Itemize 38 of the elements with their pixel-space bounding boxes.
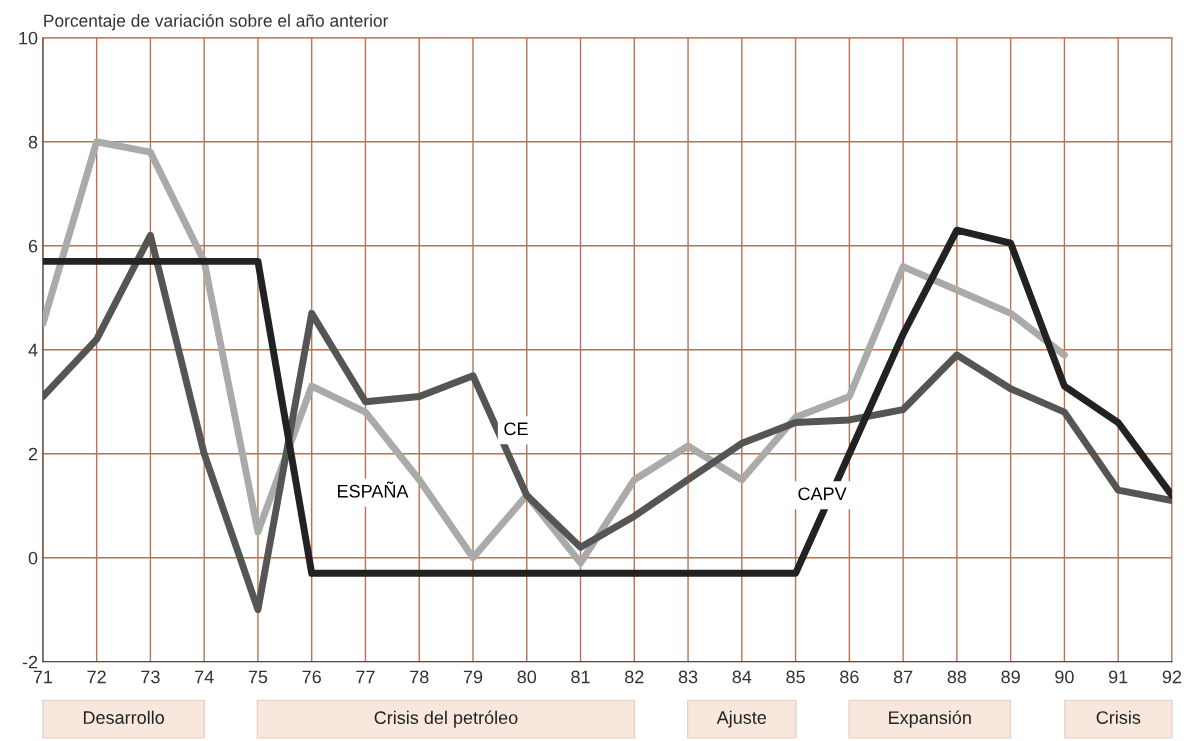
- x-tick-label: 73: [141, 670, 160, 684]
- x-tick-label: 86: [840, 670, 859, 684]
- y-tick-label: 8: [28, 135, 38, 149]
- x-tick-label: 72: [87, 670, 106, 684]
- series-label: CAPV: [798, 487, 847, 501]
- x-tick-label: 85: [786, 670, 805, 684]
- text: Crisis del petróleo: [374, 710, 518, 728]
- series-label: CE: [504, 422, 528, 436]
- x-tick-label: 92: [1162, 670, 1182, 684]
- x-tick-label: 91: [1108, 670, 1128, 684]
- x-tick-label: 78: [410, 670, 429, 684]
- x-tick-label: 81: [571, 670, 590, 684]
- x-tick-label: 90: [1055, 670, 1074, 684]
- y-tick-label: -2: [22, 655, 38, 669]
- y-axis-title: Porcentaje de variación sobre el año anterior: [44, 13, 389, 31]
- text: Ajuste: [716, 710, 767, 728]
- x-tick-label: 74: [195, 670, 214, 684]
- x-tick-label: 71: [33, 670, 53, 684]
- y-tick-label: 0: [28, 551, 38, 565]
- y-tick-label: 2: [28, 447, 38, 461]
- text: Expansión: [889, 710, 971, 728]
- x-tick-label: 88: [947, 670, 967, 684]
- series-label: ESPAÑA: [338, 481, 409, 498]
- x-tick-label: 82: [625, 670, 644, 684]
- x-tick-label: 79: [463, 670, 483, 684]
- x-tick-label: 80: [517, 670, 537, 684]
- text: Desarrollo: [83, 710, 164, 724]
- x-tick-label: 84: [732, 670, 752, 684]
- text: Crisis: [1096, 710, 1141, 724]
- x-tick-label: 83: [678, 670, 698, 684]
- y-tick-label: 10: [19, 31, 38, 45]
- y-tick-label: 4: [28, 343, 38, 357]
- x-tick-label: 75: [248, 670, 268, 684]
- y-tick-label: 6: [28, 239, 38, 253]
- x-tick-label: 87: [893, 670, 913, 684]
- x-tick-label: 77: [356, 670, 375, 684]
- x-tick-label: 89: [1001, 670, 1020, 684]
- x-tick-label: 76: [302, 670, 321, 684]
